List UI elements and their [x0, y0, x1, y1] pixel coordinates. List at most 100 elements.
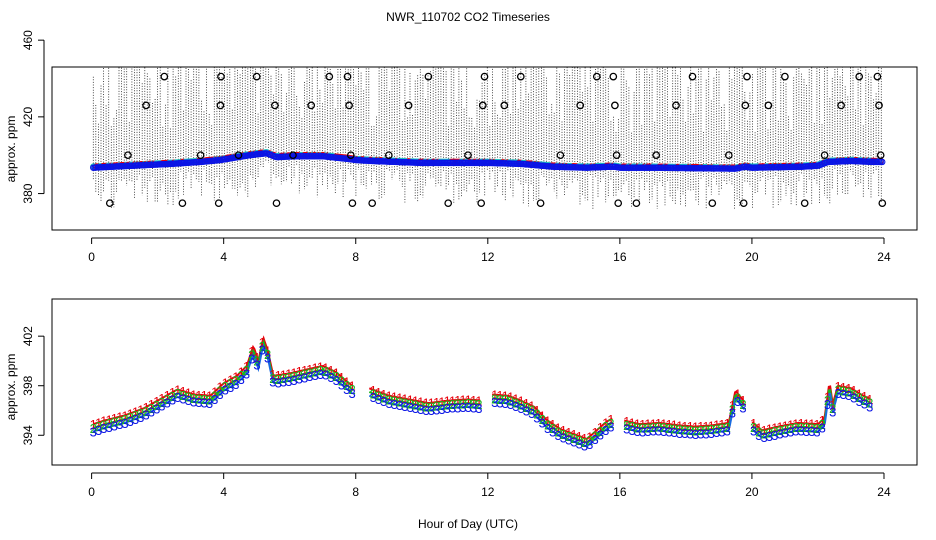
series-marker-2: 2	[216, 383, 223, 398]
series-marker-3: 3	[322, 368, 329, 383]
outlier-point	[384, 151, 393, 160]
outlier-point	[873, 72, 882, 81]
series-marker-3: 3	[428, 403, 435, 418]
outlier-point	[404, 101, 413, 110]
series-marker-1: 1	[628, 415, 635, 430]
series-marker-1: 1	[153, 394, 160, 409]
series-marker-2: 2	[829, 401, 836, 416]
series-marker-2: 2	[380, 391, 387, 406]
series-marker-2: 2	[539, 412, 546, 427]
series-marker-3: 3	[771, 428, 778, 443]
series-marker-1: 1	[771, 420, 778, 435]
series-marker-1: 1	[597, 420, 604, 435]
series-marker-1: 1	[586, 429, 593, 444]
series-marker-2: 2	[132, 408, 139, 423]
series-marker-2: 2	[692, 423, 699, 438]
outlier-point	[178, 199, 187, 208]
series-marker-3: 3	[639, 424, 646, 439]
series-marker-1: 1	[248, 344, 255, 359]
series-marker-3: 3	[111, 418, 118, 433]
series-marker-1: 1	[169, 385, 176, 400]
outlier-point	[105, 199, 114, 208]
series-marker-1: 1	[607, 412, 614, 427]
series-marker-1: 1	[95, 415, 102, 430]
series-marker-1: 1	[190, 387, 197, 402]
series-marker-2: 2	[739, 397, 746, 412]
outlier-point	[611, 101, 619, 110]
series-marker-3: 3	[602, 423, 609, 438]
series-marker-3: 3	[755, 428, 762, 443]
series-marker-1: 1	[137, 402, 144, 417]
outlier-point	[708, 199, 717, 208]
series-marker-1: 1	[570, 427, 577, 442]
series-marker-2: 2	[137, 406, 144, 421]
series-marker-1: 1	[269, 367, 276, 382]
series-marker-3: 3	[132, 412, 139, 427]
series-marker-3: 3	[343, 382, 350, 397]
chart-title: NWR_110702 CO2 Timeseries	[386, 10, 550, 24]
series-marker-3: 3	[623, 422, 630, 437]
series-marker-3: 3	[306, 369, 313, 384]
series-marker-2: 2	[813, 421, 820, 436]
series-marker-1: 1	[348, 379, 355, 394]
plot-frame	[51, 66, 918, 231]
series-marker-3: 3	[502, 396, 509, 411]
series-marker-1: 1	[845, 381, 852, 396]
series-marker-2: 2	[465, 396, 472, 411]
series-marker-1: 1	[275, 368, 282, 383]
series-marker-2: 2	[824, 393, 831, 408]
series-marker-2: 2	[322, 364, 329, 379]
series-marker-2: 2	[238, 368, 245, 383]
series-marker-2: 2	[856, 390, 863, 405]
series-marker-2: 2	[834, 383, 841, 398]
series-marker-1: 1	[713, 418, 720, 433]
series-marker-1: 1	[185, 386, 192, 401]
series-marker-2: 2	[650, 420, 657, 435]
series-marker-2: 2	[243, 363, 250, 378]
series-marker-2: 2	[713, 421, 720, 436]
series-marker-1: 1	[581, 431, 588, 446]
series-marker-1: 1	[306, 362, 313, 377]
series-marker-2: 2	[185, 389, 192, 404]
series-marker-2: 2	[819, 417, 826, 432]
series-marker-1: 1	[803, 416, 810, 431]
series-marker-1: 1	[179, 384, 186, 399]
x-tick-label: 16	[613, 485, 627, 499]
series-marker-2: 2	[95, 419, 102, 434]
series-marker-3: 3	[222, 383, 229, 398]
series-marker-1: 1	[475, 393, 482, 408]
series-marker-3: 3	[808, 424, 815, 439]
series-marker-3: 3	[729, 406, 736, 421]
series-marker-2: 2	[275, 372, 282, 387]
series-marker-3: 3	[169, 393, 176, 408]
series-marker-2: 2	[850, 387, 857, 402]
series-marker-1: 1	[708, 418, 715, 433]
series-marker-2: 2	[211, 388, 218, 403]
series-marker-2: 2	[734, 390, 741, 405]
y-tick-label: 460	[21, 30, 35, 50]
series-marker-3: 3	[465, 400, 472, 415]
series-marker-2: 2	[444, 397, 451, 412]
series-marker-3: 3	[708, 426, 715, 441]
series-marker-3: 3	[142, 408, 149, 423]
series-marker-3: 3	[385, 396, 392, 411]
x-tick-label: 0	[88, 250, 95, 264]
series-marker-3: 3	[544, 421, 551, 436]
series-marker-2: 2	[449, 397, 456, 412]
series-marker-2: 2	[771, 424, 778, 439]
series-marker-2: 2	[232, 373, 239, 388]
x-tick-label: 0	[88, 485, 95, 499]
series-marker-1: 1	[380, 387, 387, 402]
y-tick-label: 420	[21, 107, 35, 127]
series-marker-1: 1	[438, 394, 445, 409]
series-marker-3: 3	[724, 424, 731, 439]
series-marker-3: 3	[232, 377, 239, 392]
series-marker-2: 2	[644, 420, 651, 435]
series-marker-1: 1	[322, 360, 329, 375]
x-tick-label: 8	[352, 250, 359, 264]
series-marker-1: 1	[507, 390, 514, 405]
series-marker-1: 1	[549, 417, 556, 432]
outlier-point	[820, 151, 829, 160]
series-marker-2: 2	[702, 423, 709, 438]
series-marker-3: 3	[560, 431, 567, 446]
